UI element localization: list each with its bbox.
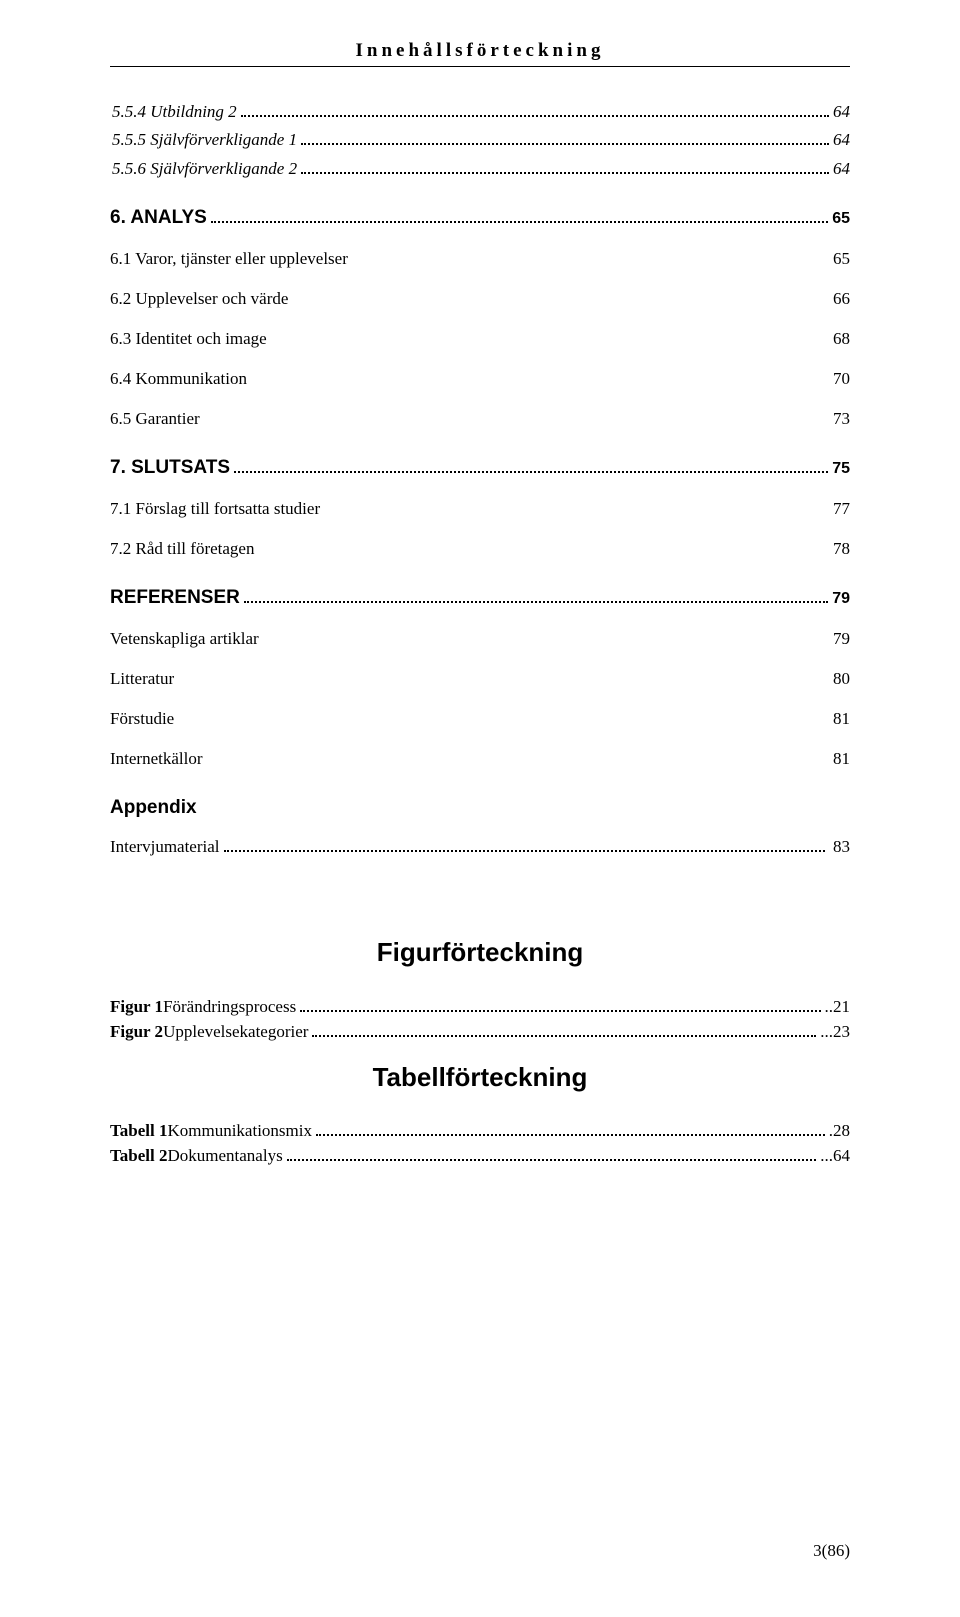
toc-page: 65 [832,210,850,228]
figure-row-2: Figur 2 Upplevelsekategorier ... 23 [110,1021,850,1042]
toc-row-64: 6.4 Kommunikation 70 [110,369,850,389]
toc-row-section-6: 6. ANALYS 65 [110,207,850,229]
toc-page: 78 [833,539,850,559]
figure-list-heading: Figurförteckning [110,937,850,968]
leader-dots [287,1145,817,1161]
table-row-2: Tabell 2 Dokumentanalys ... 64 [110,1145,850,1166]
toc-row-72: 7.2 Råd till företagen 78 [110,539,850,559]
leader-dots [241,101,829,117]
toc-row-61: 6.1 Varor, tjänster eller upplevelser 65 [110,249,850,269]
figure-label: Figur 1 [110,997,163,1017]
leader-dots [234,458,828,473]
leader-dots [300,996,820,1012]
leader-dots [316,1121,825,1137]
toc-row-vetenskapliga: Vetenskapliga artiklar 79 [110,629,850,649]
toc-label: 7. SLUTSATS [110,457,230,479]
figure-rest: Upplevelsekategorier [163,1022,308,1042]
toc-row-556: 5.5.6 Självförverkligande 2 64 [110,158,850,179]
toc-row-555: 5.5.5 Självförverkligande 1 64 [110,130,850,151]
toc-row-forstudie: Förstudie 81 [110,709,850,729]
toc-row-internetkallor: Internetkällor 81 [110,749,850,769]
toc-label: 7.1 Förslag till fortsatta studier [110,499,320,519]
figure-label: Figur 2 [110,1022,163,1042]
toc-row-65: 6.5 Garantier 73 [110,409,850,429]
table-row-1: Tabell 1 Kommunikationsmix . 28 [110,1121,850,1142]
toc-page: 81 [833,749,850,769]
toc-label: 6.1 Varor, tjänster eller upplevelser [110,249,348,269]
toc-label: 6.2 Upplevelser och värde [110,289,288,309]
toc-label: 6.3 Identitet och image [110,329,267,349]
table-label: Tabell 2 [110,1146,167,1166]
toc-row-referenser: REFERENSER 79 [110,587,850,609]
toc-page: 80 [833,669,850,689]
toc-label: 6.4 Kommunikation [110,369,247,389]
leader-dots [312,1021,816,1037]
toc-page: 64 [833,102,850,122]
toc-row-litteratur: Litteratur 80 [110,669,850,689]
toc-row-71: 7.1 Förslag till fortsatta studier 77 [110,499,850,519]
toc-page: 65 [833,249,850,269]
table-rest: Dokumentanalys [167,1146,282,1166]
toc-label: 5.5.5 Självförverkligande 1 [112,130,297,150]
figure-page: 21 [833,997,850,1017]
leader-dots [211,208,828,223]
toc-label: 6.5 Garantier [110,409,200,429]
toc-page: 64 [833,130,850,150]
toc-row-63: 6.3 Identitet och image 68 [110,329,850,349]
toc-label: 7.2 Råd till företagen [110,539,254,559]
leader-dots [244,588,828,603]
toc-page: 77 [833,499,850,519]
leader-dots [224,837,825,853]
toc-row-554: 5.5.4 Utbildning 2 64 [110,101,850,122]
toc-label: Vetenskapliga artiklar [110,629,259,649]
toc-label: Förstudie [110,709,174,729]
toc-page: 83 [833,837,850,857]
toc-row-section-7: 7. SLUTSATS 75 [110,457,850,479]
page-header: Innehållsförteckning [110,40,850,67]
toc-label: REFERENSER [110,587,240,609]
figure-rest: Förändringsprocess [163,997,296,1017]
toc-page: 73 [833,409,850,429]
appendix-heading: Appendix [110,797,850,819]
figure-row-1: Figur 1 Förändringsprocess .. 21 [110,996,850,1017]
toc-page: 75 [832,460,850,478]
toc-label: Litteratur [110,669,174,689]
table-page: 28 [833,1121,850,1141]
toc-page: 81 [833,709,850,729]
toc-page: 79 [832,590,850,608]
figure-page: 23 [833,1022,850,1042]
toc-page: 64 [833,159,850,179]
toc-row-62: 6.2 Upplevelser och värde 66 [110,289,850,309]
leader-dots [301,158,829,174]
table-label: Tabell 1 [110,1121,167,1141]
toc-page: 79 [833,629,850,649]
toc-label: 5.5.4 Utbildning 2 [112,102,237,122]
toc-label: 5.5.6 Självförverkligande 2 [112,159,297,179]
toc-page: 68 [833,329,850,349]
toc-page: 70 [833,369,850,389]
table-list-heading: Tabellförteckning [110,1062,850,1093]
toc-row-intervjumaterial: Intervjumaterial 83 [110,837,850,858]
table-page: 64 [833,1146,850,1166]
toc-label: 6. ANALYS [110,207,207,229]
toc-label: Intervjumaterial [110,837,220,857]
toc-page: 66 [833,289,850,309]
toc-label: Internetkällor [110,749,203,769]
table-rest: Kommunikationsmix [167,1121,312,1141]
page-number-footer: 3(86) [813,1541,850,1561]
page: Innehållsförteckning 5.5.4 Utbildning 2 … [0,0,960,1617]
leader-dots [301,130,829,146]
